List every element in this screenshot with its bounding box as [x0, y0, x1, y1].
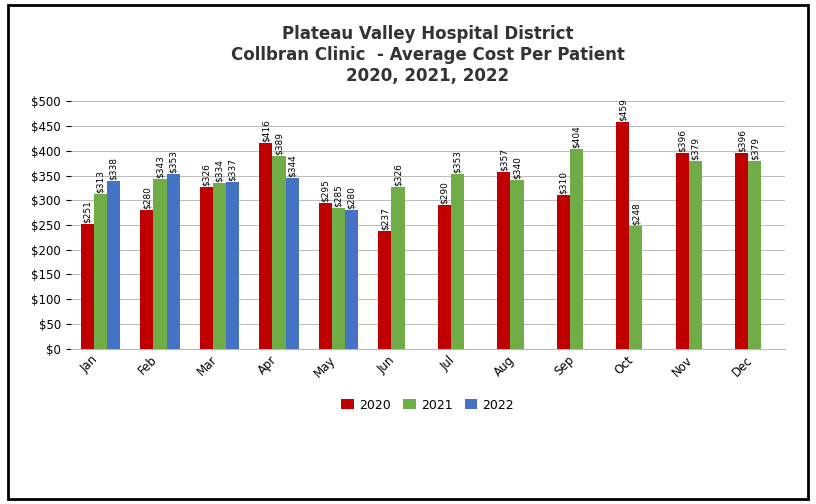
Bar [616, 121, 629, 349]
Bar [166, 174, 180, 349]
Text: $353: $353 [169, 150, 178, 173]
Bar [107, 181, 120, 349]
Bar [273, 156, 286, 349]
Text: $310: $310 [559, 171, 568, 195]
Bar [735, 153, 748, 349]
Text: $334: $334 [215, 160, 224, 182]
Text: $396: $396 [678, 129, 687, 152]
Bar [332, 208, 345, 349]
Bar [438, 205, 451, 349]
Bar [511, 180, 524, 349]
Bar [379, 231, 392, 349]
Bar [689, 161, 702, 349]
Text: $285: $285 [334, 184, 343, 207]
Bar [748, 161, 761, 349]
Text: $416: $416 [261, 119, 270, 142]
Text: $237: $237 [380, 208, 389, 230]
Bar [140, 210, 153, 349]
Text: $251: $251 [83, 201, 92, 223]
Text: $396: $396 [738, 129, 747, 152]
Text: $280: $280 [347, 186, 356, 209]
Text: $343: $343 [156, 155, 165, 178]
Bar [259, 143, 273, 349]
Text: $338: $338 [109, 157, 118, 180]
Title: Plateau Valley Hospital District
Collbran Clinic  - Average Cost Per Patient
202: Plateau Valley Hospital District Collbra… [231, 25, 625, 85]
Bar [200, 187, 213, 349]
Text: $248: $248 [632, 202, 641, 225]
Text: $344: $344 [287, 155, 296, 177]
Text: $340: $340 [512, 157, 521, 179]
Text: $389: $389 [274, 132, 283, 155]
Text: $404: $404 [572, 125, 581, 148]
Bar [226, 182, 239, 349]
Text: $290: $290 [440, 181, 449, 204]
Bar [81, 224, 94, 349]
Legend: 2020, 2021, 2022: 2020, 2021, 2022 [336, 394, 519, 416]
Text: $353: $353 [453, 150, 462, 173]
Bar [94, 194, 107, 349]
Bar [392, 187, 405, 349]
Text: $313: $313 [96, 170, 105, 193]
Bar [153, 179, 166, 349]
Text: $357: $357 [499, 148, 508, 171]
Bar [676, 153, 689, 349]
Bar [570, 149, 583, 349]
Bar [286, 178, 299, 349]
Text: $379: $379 [691, 137, 700, 160]
Bar [629, 226, 642, 349]
Text: $295: $295 [321, 179, 330, 202]
Text: $379: $379 [751, 137, 760, 160]
Bar [213, 183, 226, 349]
Text: $337: $337 [228, 158, 237, 181]
Text: $326: $326 [202, 163, 211, 186]
Bar [451, 174, 464, 349]
Text: $326: $326 [393, 163, 402, 186]
Bar [319, 203, 332, 349]
Bar [345, 210, 358, 349]
Text: $459: $459 [619, 98, 628, 120]
Text: $280: $280 [143, 186, 152, 209]
Bar [557, 195, 570, 349]
Bar [497, 172, 511, 349]
